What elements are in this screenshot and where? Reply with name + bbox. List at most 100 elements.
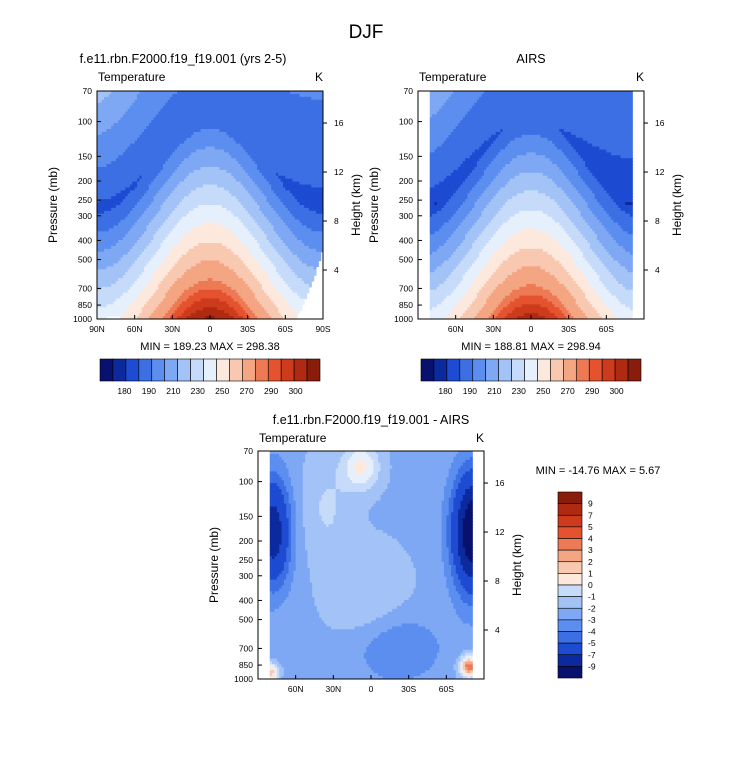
field-cell <box>306 152 310 156</box>
field-cell <box>273 111 277 115</box>
field-cell <box>186 184 190 189</box>
field-cell <box>97 137 100 142</box>
field-cell <box>137 175 140 180</box>
field-cell <box>268 175 272 180</box>
field-cell <box>242 181 246 186</box>
field-cell <box>285 129 289 133</box>
field-cell <box>127 158 131 162</box>
field-cell <box>264 117 268 121</box>
field-cell <box>122 167 126 171</box>
field-cell <box>101 169 105 174</box>
field-cell <box>172 126 176 130</box>
field-cell <box>115 149 119 153</box>
field-cell <box>290 167 293 171</box>
field-cell <box>106 143 110 148</box>
field-cell <box>127 129 131 133</box>
field-cell <box>202 196 206 200</box>
field-cell <box>144 117 148 121</box>
field-cell <box>202 129 206 133</box>
field-cell <box>97 114 100 118</box>
field-cell <box>153 117 157 121</box>
field-cell <box>144 120 148 124</box>
field-cell <box>99 114 103 118</box>
field-cell <box>271 131 275 136</box>
field-cell <box>104 131 108 136</box>
field-cell <box>174 158 178 162</box>
field-cell <box>193 199 197 203</box>
field-cell <box>202 126 206 130</box>
field-cell <box>132 199 136 203</box>
field-cell <box>231 172 235 177</box>
field-cell <box>250 196 253 200</box>
field-cell <box>160 111 164 115</box>
field-cell <box>318 158 322 162</box>
field-cell <box>313 120 317 124</box>
field-cell <box>137 184 140 189</box>
field-cell <box>240 161 244 165</box>
field-cell <box>148 178 152 183</box>
field-cell <box>212 175 216 180</box>
field-cell <box>200 164 204 168</box>
field-cell <box>320 137 323 142</box>
field-cell <box>304 155 308 159</box>
field-cell <box>275 140 279 145</box>
field-cell <box>188 123 192 127</box>
field-cell <box>280 108 284 113</box>
field-cell <box>275 181 279 186</box>
field-cell <box>113 129 117 133</box>
field-cell <box>165 169 169 174</box>
field-cell <box>174 93 178 98</box>
field-cell <box>282 178 286 183</box>
field-cell <box>125 181 129 186</box>
field-cell <box>217 108 221 113</box>
field-cell <box>273 91 277 95</box>
field-cell <box>320 114 323 118</box>
field-cell <box>313 96 317 101</box>
field-cell <box>275 134 279 139</box>
field-cell <box>200 93 204 98</box>
field-cell <box>290 178 293 183</box>
field-cell <box>315 91 319 95</box>
field-cell <box>165 120 169 124</box>
field-cell <box>139 129 143 133</box>
field-cell <box>245 187 249 191</box>
field-cell <box>125 155 129 159</box>
field-cell <box>254 164 258 168</box>
field-cell <box>304 120 308 124</box>
field-cell <box>153 91 157 95</box>
field-cell <box>169 167 173 171</box>
field-cell <box>120 187 124 191</box>
field-cell <box>231 108 235 113</box>
field-cell <box>162 155 166 159</box>
field-cell <box>273 140 277 145</box>
field-cell <box>146 184 150 189</box>
field-cell <box>224 175 228 180</box>
field-cell <box>212 143 216 148</box>
field-cell <box>311 137 315 142</box>
field-cell <box>193 152 197 156</box>
field-cell <box>205 123 209 127</box>
field-cell <box>193 169 197 174</box>
field-cell <box>268 131 272 136</box>
field-cell <box>275 126 279 130</box>
field-cell <box>280 93 284 98</box>
field-cell <box>278 172 282 177</box>
field-cell <box>299 105 303 110</box>
field-cell <box>280 161 284 165</box>
field-cell <box>273 152 277 156</box>
field-cell <box>268 181 272 186</box>
field-cell <box>125 175 129 180</box>
field-cell <box>247 126 251 130</box>
field-cell <box>261 152 265 156</box>
field-cell <box>252 134 256 139</box>
field-cell <box>198 155 202 159</box>
field-cell <box>207 175 211 180</box>
field-cell <box>299 167 303 171</box>
field-cell <box>181 158 185 162</box>
field-cell <box>235 117 239 121</box>
field-cell <box>210 181 213 186</box>
field-cell <box>299 117 303 121</box>
field-cell <box>179 190 183 194</box>
field-cell <box>106 120 110 124</box>
field-cell <box>245 140 249 145</box>
